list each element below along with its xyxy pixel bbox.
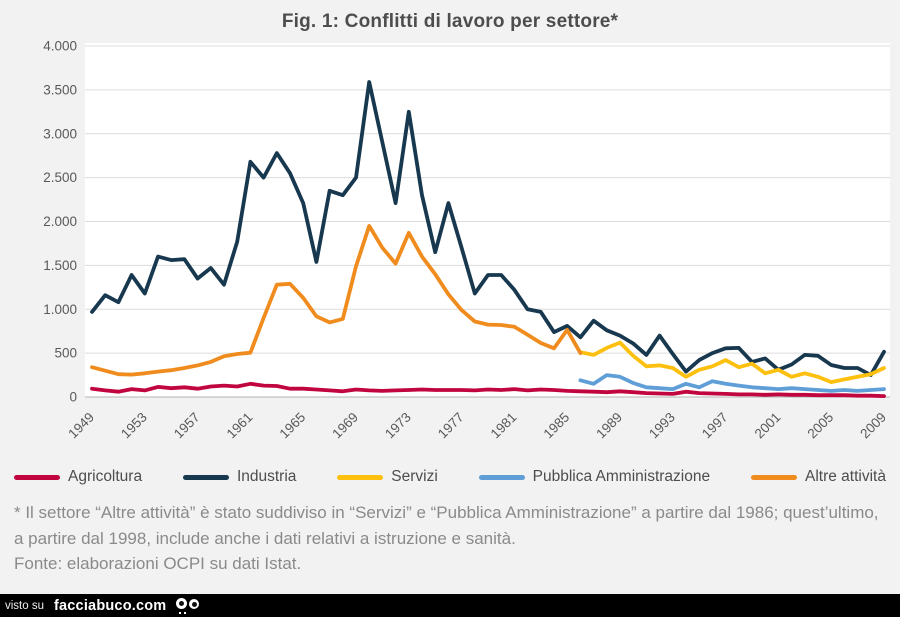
y-axis-tick-label: 0: [69, 390, 77, 405]
x-axis-tick-label: 1973: [382, 410, 414, 442]
legend-item-pubblica-amministrazione: Pubblica Amministrazione: [478, 468, 711, 486]
legend-line-swatch-icon: [750, 474, 797, 480]
x-axis-tick-label: 1969: [329, 410, 361, 442]
source-text: Fonte: elaborazioni OCPI su dati Istat.: [14, 554, 302, 573]
x-axis-tick-label: 1989: [593, 410, 625, 442]
legend-line-swatch-icon: [14, 474, 60, 480]
x-axis-tick-label: 1985: [540, 410, 572, 442]
x-axis-tick-label: 1957: [171, 410, 203, 442]
x-axis-tick-label: 1993: [646, 410, 678, 442]
watermark-brand: facciabuco.com: [54, 597, 167, 614]
x-axis-tick-label: 2005: [804, 410, 836, 442]
x-axis-tick-label: 1981: [488, 410, 520, 442]
y-axis-tick-label: 2.500: [43, 170, 77, 185]
series-line-agricoltura: [90, 381, 886, 399]
watermark-bar: visto su facciabuco.com: [0, 594, 900, 617]
series-line-altre-attività: [90, 223, 583, 377]
legend-label: Pubblica Amministrazione: [532, 468, 711, 485]
legend-item-industria: Industria: [182, 468, 297, 486]
y-axis-tick-label: 2.000: [43, 214, 77, 229]
series-line-pubblica-amministrazione: [578, 373, 886, 393]
chart-legend: Agricoltura Industria Servizi Pubblica Ammi…: [0, 462, 900, 492]
y-axis-tick-label: 3.000: [43, 126, 77, 141]
x-axis-tick-label: 2001: [752, 410, 784, 442]
plot-area: [85, 43, 890, 397]
legend-item-servizi: Servizi: [337, 468, 438, 486]
y-axis-tick-label: 1.000: [43, 302, 77, 317]
x-axis-tick-label: 1965: [276, 410, 308, 442]
y-axis-tick-label: 500: [54, 346, 77, 361]
legend-label: Industria: [236, 468, 297, 485]
y-axis-tick-label: 4.000: [43, 40, 77, 54]
watermark-prefix: visto su: [5, 599, 44, 612]
legend-line-swatch-icon: [478, 474, 525, 480]
legend-line-swatch-icon: [182, 474, 229, 480]
chart-footnote: * Il settore “Altre attività” è stato su…: [0, 492, 900, 577]
y-axis-tick-label: 3.500: [43, 82, 77, 97]
series-line-servizi: [578, 340, 886, 385]
x-axis-tick-label: 1961: [224, 410, 256, 442]
x-axis-tick-label: 2009: [857, 410, 889, 442]
x-axis-tick-label: 1997: [699, 410, 731, 442]
legend-label: Agricoltura: [68, 468, 143, 485]
googly-eyes-icon: [176, 598, 200, 614]
x-axis-tick-label: 1977: [435, 410, 467, 442]
legend-label: Servizi: [391, 468, 438, 485]
line-chart: 0 500 1.000 1.500 2.000 2.500 3.000 3.500 4.000 1…: [43, 40, 890, 442]
chart-title: Fig. 1: Conflitti di lavoro per settore*: [281, 11, 619, 32]
footnote-text: * Il settore “Altre attività” è stato su…: [14, 503, 879, 548]
legend-label: Altre attività: [804, 468, 886, 485]
legend-line-swatch-icon: [337, 474, 384, 480]
y-axis-tick-label: 1.500: [43, 258, 77, 273]
x-axis-tick-label: 1949: [65, 410, 97, 442]
legend-item-altre-attività: Altre attività: [750, 468, 886, 486]
x-axis-tick-label: 1953: [118, 410, 150, 442]
legend-item-agricoltura: Agricoltura: [14, 468, 142, 486]
